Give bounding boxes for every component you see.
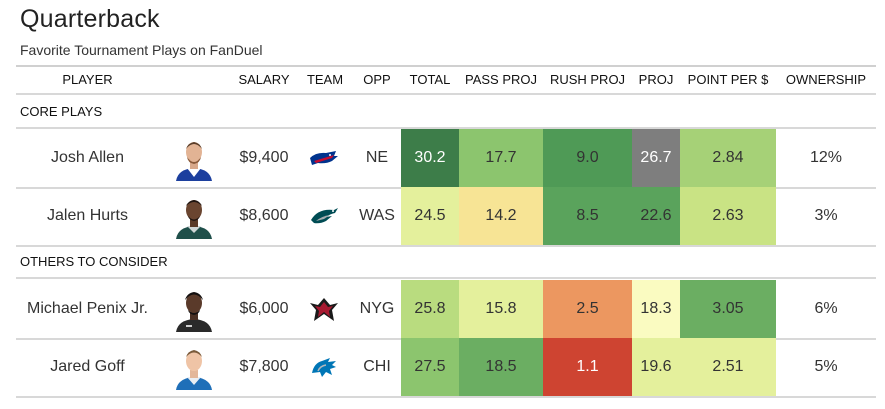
divider [16, 245, 876, 247]
divider [16, 65, 876, 67]
rush-proj-value: 1.1 [543, 338, 632, 396]
opponent-value: NYG [359, 300, 395, 317]
divider [16, 93, 876, 95]
rush-proj-value: 9.0 [543, 129, 632, 187]
pass-proj-value: 17.7 [459, 129, 543, 187]
total-value: 27.5 [401, 338, 459, 396]
bills-logo-icon [310, 151, 338, 165]
salary-value: $9,400 [239, 149, 289, 166]
pass-proj-value: 14.2 [459, 187, 543, 245]
col-header-team[interactable]: TEAM [306, 72, 344, 87]
section-label-others-to-consider: OTHERS TO CONSIDER [20, 254, 168, 269]
salary-value: $8,600 [239, 207, 289, 224]
divider [16, 277, 876, 279]
total-value: 30.2 [401, 129, 459, 187]
pass-proj-value: 15.8 [459, 280, 543, 338]
table-row[interactable]: Jalen Hurts $8,600 WAS 24.5 14.2 8.5 22.… [16, 187, 876, 245]
col-header-salary[interactable]: SALARY [238, 72, 290, 87]
col-header-player[interactable]: PLAYER [62, 72, 113, 87]
player-headshot-avatar [176, 350, 212, 390]
player-name[interactable]: Jalen Hurts [47, 207, 128, 224]
ownership-value: 3% [814, 207, 838, 224]
player-name[interactable]: Josh Allen [51, 149, 124, 166]
proj-value: 19.6 [632, 338, 680, 396]
point-per-dollar-value: 2.63 [680, 187, 776, 245]
opponent-value: WAS [359, 207, 395, 224]
table-row[interactable]: Michael Penix Jr. $6,000 NYG 25.8 15.8 2… [16, 280, 876, 338]
point-per-dollar-value: 3.05 [680, 280, 776, 338]
player-name[interactable]: Jared Goff [50, 358, 125, 375]
table-row[interactable]: Josh Allen $9,400 NE 30.2 17.7 9.0 26.7 … [16, 129, 876, 187]
salary-value: $7,800 [239, 358, 289, 375]
page-subtitle: Favorite Tournament Plays on FanDuel [20, 42, 263, 58]
player-name[interactable]: Michael Penix Jr. [27, 300, 148, 317]
rush-proj-value: 2.5 [543, 280, 632, 338]
ownership-value: 6% [814, 300, 838, 317]
proj-value: 22.6 [632, 187, 680, 245]
lions-logo-icon [312, 358, 336, 377]
divider [16, 127, 876, 129]
point-per-dollar-value: 2.84 [680, 129, 776, 187]
page-title: Quarterback [20, 5, 160, 33]
player-headshot-avatar [176, 142, 212, 181]
opponent-value: CHI [363, 358, 391, 375]
divider [16, 396, 876, 398]
eagles-logo-icon [311, 208, 338, 224]
point-per-dollar-value: 2.51 [680, 338, 776, 396]
total-value: 24.5 [401, 187, 459, 245]
player-headshot-avatar [176, 200, 212, 239]
opponent-value: NE [365, 149, 389, 166]
ownership-value: 5% [814, 358, 838, 375]
player-headshot-avatar [176, 292, 212, 332]
table-row[interactable]: Jared Goff $7,800 CHI 27.5 18.5 1.1 19.6… [16, 338, 876, 396]
section-label-core-plays: CORE PLAYS [20, 104, 103, 119]
col-header-point-per-dollar[interactable]: POINT PER $ [687, 72, 769, 87]
total-value: 25.8 [401, 280, 459, 338]
col-header-rush-proj[interactable]: RUSH PROJ [549, 72, 626, 87]
col-header-opp[interactable]: OPP [363, 72, 391, 87]
salary-value: $6,000 [239, 300, 289, 317]
col-header-pass-proj[interactable]: PASS PROJ [464, 72, 537, 87]
col-header-proj[interactable]: PROJ [638, 72, 674, 87]
proj-value: 26.7 [632, 129, 680, 187]
rush-proj-value: 8.5 [543, 187, 632, 245]
pass-proj-value: 18.5 [459, 338, 543, 396]
ownership-value: 12% [809, 149, 843, 166]
proj-value: 18.3 [632, 280, 680, 338]
col-header-total[interactable]: TOTAL [409, 72, 451, 87]
falcons-logo-icon [310, 298, 338, 321]
col-header-ownership[interactable]: OWNERSHIP [785, 72, 867, 87]
